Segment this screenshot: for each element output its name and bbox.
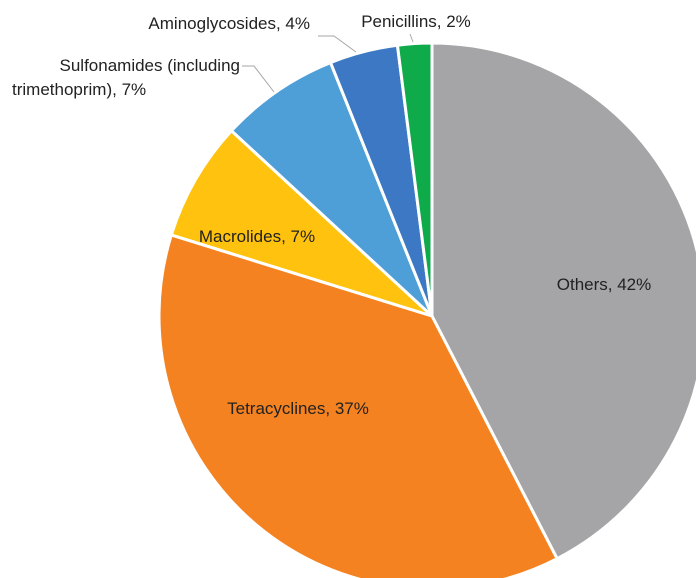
pie-slice-others [430, 41, 696, 561]
data-label-others: Others, 42% [557, 275, 652, 294]
data-label-aminoglycosides: Aminoglycosides, 4% [148, 14, 310, 33]
pie-slice-penicillins [395, 41, 434, 318]
data-label-tetracyclines: Tetracyclines, 37% [227, 399, 369, 418]
leader-line-sulfonamides [242, 65, 275, 93]
data-label-penicillins: Penicillins, 2% [361, 12, 471, 31]
pie-slice-tetracyclines [157, 233, 559, 578]
data-labels: Others, 42% Tetracyclines, 37% Macrolide… [12, 12, 651, 418]
leader-lines [242, 33, 414, 93]
data-label-macrolides: Macrolides, 7% [199, 227, 315, 246]
data-label-sulfonamides-line-1: Sulfonamides (including [60, 56, 241, 75]
leader-line-penicillins [409, 33, 414, 43]
pie-slices [157, 41, 696, 578]
pie-slice-sulfonamides [229, 61, 434, 318]
leader-line-aminoglycosides [318, 35, 357, 53]
data-label-sulfonamides-line-2: trimethoprim), 7% [12, 80, 146, 99]
pie-slice-macrolides [169, 129, 434, 318]
